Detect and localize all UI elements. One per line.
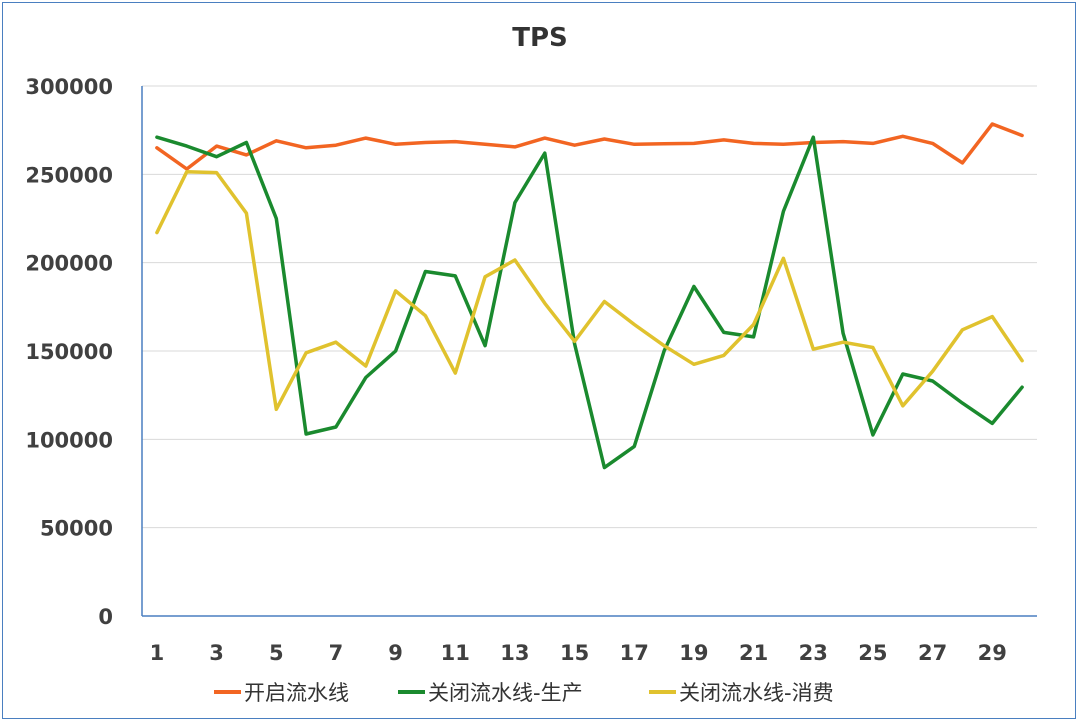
y-axis-tick-labels: 0 50000 100000 150000 200000 250000 300000 (25, 75, 113, 629)
series-line-2 (155, 135, 1024, 470)
y-tick-label: 0 (98, 605, 113, 629)
legend-label: 关闭流水线-消费 (679, 681, 834, 705)
legend-item-3: 关闭流水线-消费 (649, 681, 834, 705)
x-tick-label: 19 (679, 641, 708, 665)
x-tick-label: 27 (918, 641, 947, 665)
x-tick-label: 23 (799, 641, 828, 665)
x-tick-label: 5 (269, 641, 284, 665)
y-tick-label: 300000 (25, 75, 113, 99)
series-line-1 (155, 122, 1024, 171)
legend-item-1: 开启流水线 (214, 681, 349, 705)
x-axis (141, 86, 1037, 617)
y-tick-label: 150000 (25, 340, 113, 364)
x-tick-label: 13 (500, 641, 529, 665)
x-tick-label: 29 (978, 641, 1007, 665)
x-tick-label: 9 (388, 641, 403, 665)
x-axis-tick-labels: 1 3 5 7 9 11 13 15 17 19 21 23 25 27 29 (150, 641, 1007, 665)
legend: 开启流水线 关闭流水线-生产 关闭流水线-消费 (214, 681, 834, 705)
gridlines (142, 85, 1037, 529)
x-tick-label: 17 (620, 641, 649, 665)
y-tick-label: 50000 (40, 517, 113, 541)
y-tick-label: 100000 (25, 428, 113, 452)
y-tick-label: 250000 (25, 163, 113, 187)
x-tick-label: 21 (739, 641, 768, 665)
x-tick-label: 1 (150, 641, 165, 665)
x-tick-label: 15 (560, 641, 589, 665)
legend-item-2: 关闭流水线-生产 (398, 681, 583, 705)
y-tick-label: 200000 (25, 252, 113, 276)
x-tick-label: 11 (441, 641, 470, 665)
x-tick-label: 25 (858, 641, 887, 665)
series-line-3 (155, 169, 1024, 412)
series-lines (155, 122, 1024, 470)
x-tick-label: 7 (329, 641, 344, 665)
legend-label: 开启流水线 (244, 681, 349, 705)
x-tick-label: 3 (209, 641, 224, 665)
chart-title: TPS (512, 23, 568, 53)
legend-label: 关闭流水线-生产 (428, 681, 583, 705)
